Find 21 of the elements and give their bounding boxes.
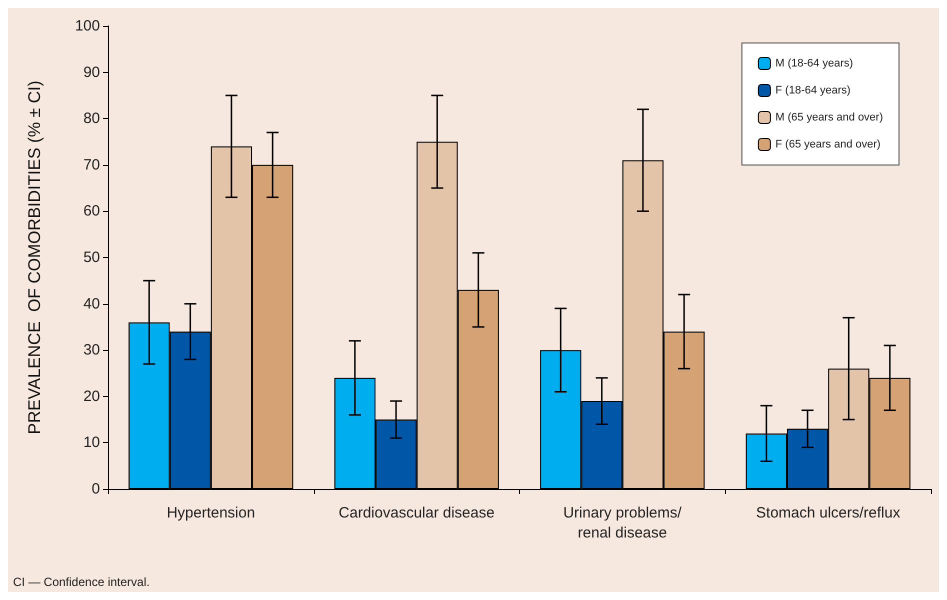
y-tick-label: 90: [83, 64, 100, 81]
text: CI — Confidence interval.: [13, 575, 150, 589]
y-tick-label: 100: [74, 18, 100, 34]
legend-label: F (65 years and over): [775, 138, 881, 150]
y-axis-title: PREVALENCE OF COMORBIDITIES (% ± CI): [25, 80, 44, 434]
y-tick-label: 30: [83, 342, 100, 359]
y-tick-label: 70: [83, 156, 100, 174]
y-tick-label: 50: [83, 249, 100, 266]
x-tick-label: Urinary problems/ renal disease: [563, 504, 682, 542]
y-tick-label: 0: [92, 480, 100, 498]
legend-label: M (65 years and over): [775, 112, 884, 124]
legend-label: M (18-64 years): [775, 58, 854, 70]
x-tick-label: Hypertension: [166, 504, 256, 522]
y-tick-label: 60: [83, 202, 100, 220]
y-tick-label: 10: [83, 434, 100, 452]
y-tick-label: 40: [83, 295, 100, 312]
x-tick-label: Stomach ulcers/reflux: [756, 504, 901, 522]
legend-label: F (18-64 years): [775, 84, 851, 96]
y-tick-label: 20: [83, 388, 100, 405]
y-tick-label: 80: [83, 110, 100, 128]
x-tick-label: Cardiovascular disease: [338, 504, 495, 522]
